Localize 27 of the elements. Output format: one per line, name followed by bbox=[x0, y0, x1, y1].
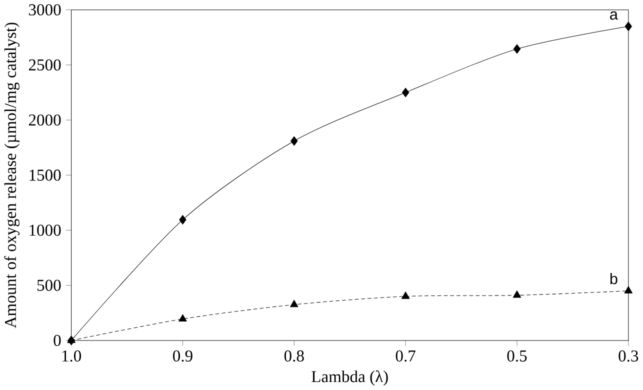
y-tick-label: 0 bbox=[54, 334, 61, 346]
x-tick-label: 0.5 bbox=[507, 350, 527, 362]
x-tick-label: 0.9 bbox=[173, 350, 192, 362]
y-tick-label: 2000 bbox=[28, 114, 61, 126]
point bbox=[512, 290, 522, 298]
point bbox=[402, 88, 410, 98]
x-tick-label: 0.8 bbox=[284, 350, 304, 362]
y-tick-label: 500 bbox=[37, 280, 61, 292]
y-tick-label: 3000 bbox=[29, 4, 61, 16]
x-axis-title: Lambda (λ) bbox=[312, 370, 388, 386]
x-tick-label: 0.7 bbox=[396, 350, 416, 362]
x-tick-label: 1.0 bbox=[62, 350, 82, 362]
point bbox=[178, 314, 187, 322]
series-label: a bbox=[610, 11, 618, 20]
point bbox=[290, 300, 298, 308]
y-tick-label: 1000 bbox=[30, 224, 61, 236]
y-axis-title: Amount of oxygen release (µmol/mg catalyst) bbox=[4, 22, 20, 328]
point bbox=[624, 22, 632, 32]
y-tick-label: 2500 bbox=[28, 59, 61, 71]
y-tick-label: 1500 bbox=[30, 170, 61, 181]
x-tick-label: 0.3 bbox=[618, 350, 638, 362]
point bbox=[401, 292, 410, 299]
point bbox=[624, 286, 633, 294]
point bbox=[513, 44, 521, 54]
point bbox=[290, 136, 298, 146]
series-label: b bbox=[610, 273, 618, 284]
point bbox=[179, 215, 186, 225]
